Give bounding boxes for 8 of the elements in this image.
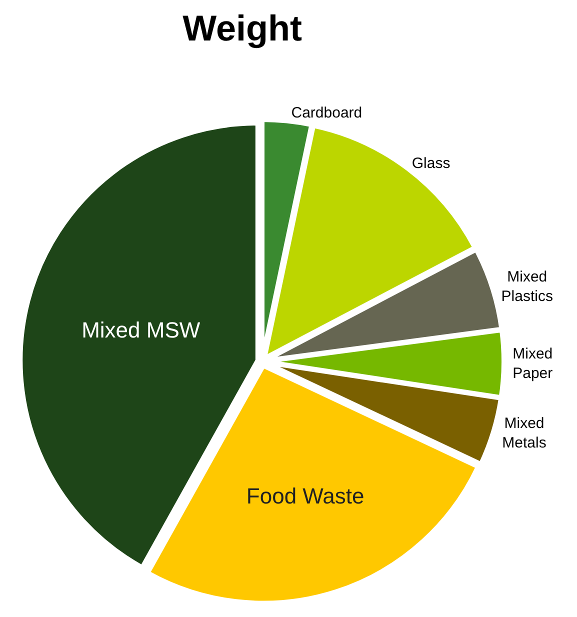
chart-title: Weight: [182, 8, 302, 49]
slice-label: Mixed MSW: [82, 318, 200, 343]
slice-label: Cardboard: [291, 104, 362, 122]
slice-label: Mixed Plastics: [501, 268, 553, 305]
slice-label: Glass: [412, 154, 450, 172]
slice-label: Mixed Metals: [502, 415, 546, 452]
slice-label: Mixed Paper: [512, 346, 553, 382]
slice-label: Food Waste: [246, 484, 364, 509]
